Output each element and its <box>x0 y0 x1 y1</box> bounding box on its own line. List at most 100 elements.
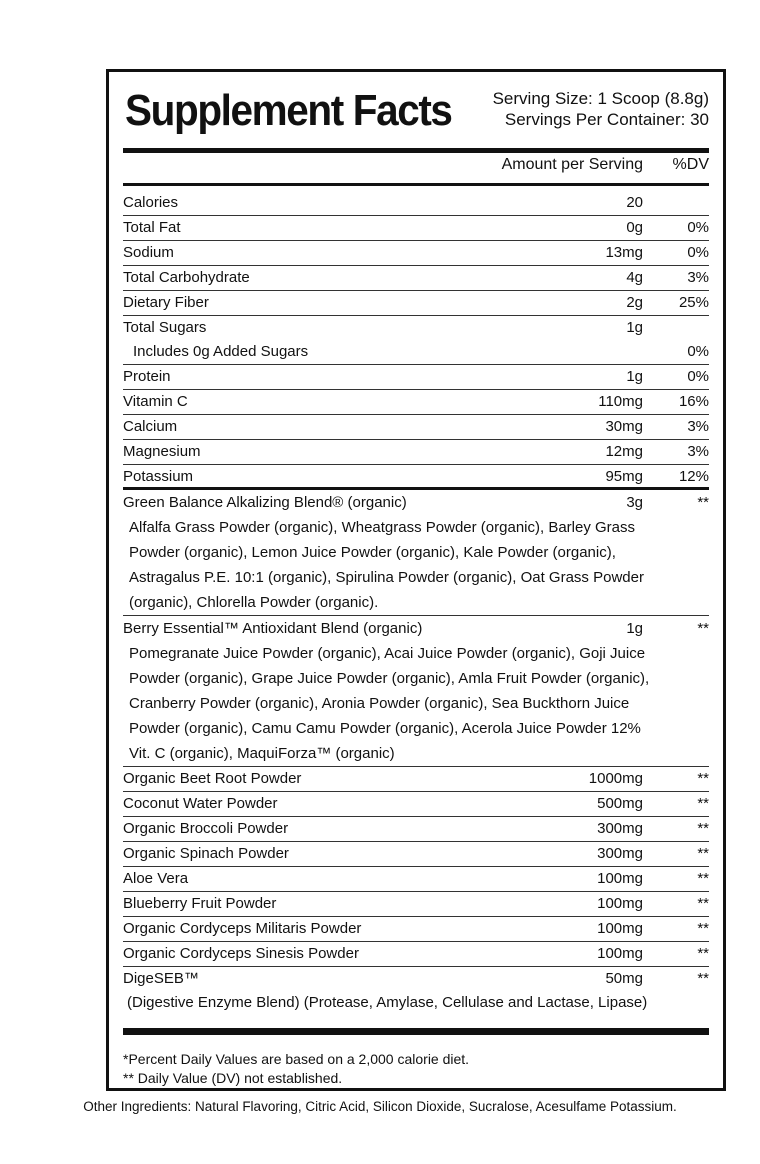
table-row: Blueberry Fruit Powder 100mg ** <box>123 892 709 917</box>
blend-ingredients: Alfalfa Grass Powder (organic), Wheatgra… <box>129 519 636 536</box>
table-row: Organic Beet Root Powder 1000mg ** <box>123 767 709 792</box>
nutrient-name: Aloe Vera <box>123 870 189 887</box>
other-ingredients: Other Ingredients: Natural Flavoring, Ci… <box>83 1099 677 1114</box>
table-row: Protein 1g 0% <box>123 365 709 390</box>
table-row: Calories 20 <box>123 191 709 216</box>
nutrient-name: Organic Cordyceps Militaris Powder <box>123 920 362 937</box>
daily-value: 0% <box>687 219 709 236</box>
daily-value: ** <box>697 920 709 937</box>
amount: 100mg <box>597 920 643 937</box>
daily-value: 25% <box>678 294 709 311</box>
amount-header: Amount per Serving <box>501 156 643 173</box>
daily-value: ** <box>697 770 709 787</box>
footnote: ** Daily Value (DV) not established. <box>123 1070 343 1086</box>
daily-value: 3% <box>687 269 709 286</box>
blend-ingredients: Pomegranate Juice Powder (organic), Acai… <box>129 645 646 662</box>
daily-value: ** <box>697 895 709 912</box>
nutrient-name: Organic Broccoli Powder <box>123 820 289 837</box>
nutrient-name: Calories <box>123 194 179 211</box>
table-row: Coconut Water Powder 500mg ** <box>123 792 709 817</box>
nutrient-name: Coconut Water Powder <box>123 795 278 812</box>
amount: 3g <box>626 494 643 511</box>
table-row: Organic Cordyceps Militaris Powder 100mg *… <box>123 917 709 942</box>
daily-value: 0% <box>687 244 709 261</box>
table-row: Potassium 95mg 12% <box>123 465 709 490</box>
blend-ingredients: Powder (organic), Camu Camu Powder (orga… <box>129 720 641 737</box>
blend-ingredients: Cranberry Powder (organic), Aronia Powde… <box>129 695 630 712</box>
table-row: Aloe Vera 100mg ** <box>123 867 709 892</box>
table-row: Dietary Fiber 2g 25% <box>123 291 709 316</box>
daily-value: 3% <box>687 443 709 460</box>
amount: 500mg <box>597 795 643 812</box>
amount: 110mg <box>598 393 643 410</box>
nutrient-name: Blueberry Fruit Powder <box>123 895 277 912</box>
amount: 100mg <box>597 895 643 912</box>
nutrient-name: Organic Cordyceps Sinesis Powder <box>123 945 359 962</box>
daily-value: ** <box>697 870 709 887</box>
nutrient-name: Protein <box>123 368 171 385</box>
blend-header: Berry Essential™ Antioxidant Blend (orga… <box>123 616 709 641</box>
blend-ingredients: Astragalus P.E. 10:1 (organic), Spirulin… <box>129 569 644 586</box>
blend-section: Berry Essential™ Antioxidant Blend (orga… <box>123 616 709 767</box>
amount: 100mg <box>597 945 643 962</box>
amount: 4g <box>626 269 643 286</box>
table-row: Total Carbohydrate 4g 3% <box>123 266 709 291</box>
digeseb-detail: (Digestive Enzyme Blend) (Protease, Amyl… <box>127 994 648 1011</box>
divider <box>123 183 709 186</box>
table-row: Vitamin C 110mg 16% <box>123 390 709 415</box>
daily-value: 12% <box>678 468 709 485</box>
amount: 95mg <box>605 468 643 485</box>
daily-value: ** <box>697 945 709 962</box>
amount: 1g <box>626 368 643 385</box>
supplement-facts-panel: Supplement Facts Serving Size: 1 Scoop (… <box>106 69 726 1091</box>
nutrient-name: Berry Essential™ Antioxidant Blend (orga… <box>123 620 423 637</box>
table-row: Calcium 30mg 3% <box>123 415 709 440</box>
table-row: Includes 0g Added Sugars 0% <box>123 340 709 365</box>
daily-value: 16% <box>678 393 709 410</box>
amount: 100mg <box>597 870 643 887</box>
table-row: Total Sugars 1g <box>123 316 709 340</box>
divider <box>123 1028 709 1035</box>
nutrient-name: Potassium <box>123 468 194 485</box>
nutrient-name: Total Sugars <box>123 319 207 336</box>
facts-table: Calories 20 Total Fat 0g 0% Sodium 13mg 0% Total… <box>123 191 709 1015</box>
amount: 300mg <box>597 820 643 837</box>
table-row: (Digestive Enzyme Blend) (Protease, Amyl… <box>123 991 709 1015</box>
table-row: Sodium 13mg 0% <box>123 241 709 266</box>
daily-value: ** <box>697 820 709 837</box>
nutrient-name: Organic Beet Root Powder <box>123 770 302 787</box>
amount: 1000mg <box>588 770 643 787</box>
amount: 1g <box>626 620 643 637</box>
nutrient-name: Total Carbohydrate <box>123 269 250 286</box>
table-row: Magnesium 12mg 3% <box>123 440 709 465</box>
panel-title: Supplement Facts <box>125 86 453 135</box>
nutrient-name: Includes 0g Added Sugars <box>133 343 309 360</box>
daily-value: 0% <box>687 368 709 385</box>
servings-per-container: Servings Per Container: 30 <box>504 110 709 129</box>
blend-header: Green Balance Alkalizing Blend® (organic… <box>123 490 709 515</box>
amount: 12mg <box>605 443 643 460</box>
footnote: *Percent Daily Values are based on a 2,0… <box>123 1051 470 1067</box>
dv-header: %DV <box>672 156 709 173</box>
amount: 2g <box>626 294 643 311</box>
footnotes: *Percent Daily Values are based on a 2,0… <box>123 1050 469 1088</box>
daily-value: 3% <box>687 418 709 435</box>
nutrient-name: Dietary Fiber <box>123 294 209 311</box>
amount: 20 <box>626 194 643 211</box>
blend-section: Green Balance Alkalizing Blend® (organic… <box>123 490 709 616</box>
column-header: Amount per Serving %DV <box>123 156 709 180</box>
table-row: Total Fat 0g 0% <box>123 216 709 241</box>
blend-ingredients: Vit. C (organic), MaquiForza™ (organic) <box>129 745 395 762</box>
nutrient-name: Calcium <box>123 418 178 435</box>
nutrient-name: Sodium <box>123 244 174 261</box>
amount: 0g <box>626 219 643 236</box>
nutrient-name: Organic Spinach Powder <box>123 845 289 862</box>
nutrient-name: Total Fat <box>123 219 181 236</box>
nutrient-name: Magnesium <box>123 443 201 460</box>
blend-ingredients: Powder (organic), Lemon Juice Powder (or… <box>129 544 616 561</box>
amount: 13mg <box>605 244 643 261</box>
amount: 300mg <box>597 845 643 862</box>
nutrient-name: DigeSEB™ <box>123 970 199 987</box>
blend-ingredients: Powder (organic), Grape Juice Powder (or… <box>129 670 650 687</box>
amount: 30mg <box>605 418 643 435</box>
